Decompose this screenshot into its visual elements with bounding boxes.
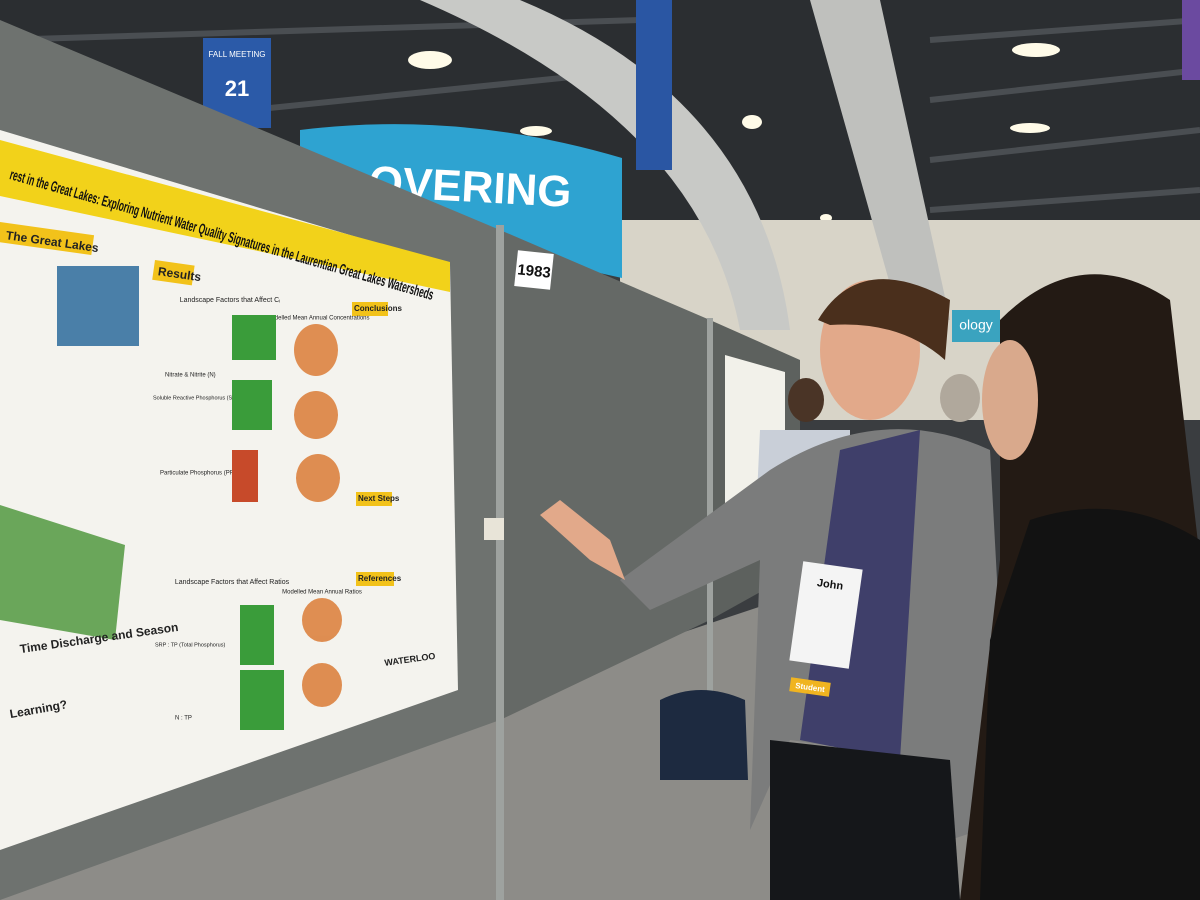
poster-label: Particulate Phosphorus (PP) (160, 471, 236, 477)
booth-tag (514, 250, 554, 290)
ceiling-lights-part (742, 115, 762, 129)
poster-bar-charts-part (240, 670, 284, 730)
man-hair (818, 279, 950, 360)
poster-maps-part (302, 663, 342, 707)
man-trousers (770, 740, 960, 900)
poster-label: Nitrate & Nitrite (N) (165, 373, 216, 379)
pillar (810, 0, 950, 320)
section-title: Next Steps (358, 494, 400, 503)
poster-bar-charts-part (232, 450, 258, 502)
poster-label: SRP : TP (Total Phosphorus) (155, 642, 225, 648)
sign-event: FALL MEETING (208, 50, 265, 59)
poster-label: Landscape Factors that Affect Ratios (175, 579, 290, 586)
ceiling-lights (408, 43, 1060, 222)
ceiling-beams-part (929, 17, 1200, 43)
poster-label: Modelled Mean Annual Ratios (282, 590, 362, 596)
side-sign (952, 310, 1000, 342)
vertical-banner (1182, 0, 1200, 80)
section-header (352, 302, 388, 316)
poster-label: N : TP (175, 716, 192, 722)
section-header (152, 259, 195, 286)
booth-number: 1983 (517, 261, 552, 281)
badge-name: John (816, 577, 844, 593)
section-header (0, 222, 95, 256)
vertical-banner (636, 0, 672, 170)
ceiling-beams-part (929, 187, 1200, 213)
watershed-map (0, 505, 125, 640)
ceiling-lights-part (520, 126, 552, 136)
man-shirt (800, 430, 920, 760)
poster-label: Landscape Factors that Affect Cᵢ (180, 297, 281, 304)
badge-role: Student (795, 681, 826, 694)
person-background (940, 374, 980, 422)
map-image (57, 266, 139, 346)
sign-number: 21 (225, 76, 249, 101)
poster-maps-part (294, 391, 338, 439)
section-title: References (358, 574, 402, 583)
poster-maps (294, 324, 342, 707)
woman-face (982, 340, 1038, 460)
poster-bar-charts-part (232, 380, 272, 430)
section-title: Conclusions (354, 304, 403, 313)
arch (420, 0, 790, 330)
side-sign-text: ology (959, 317, 992, 333)
name-badge (789, 561, 863, 669)
woman-jacket (980, 508, 1200, 900)
poster-bar-charts-part (240, 605, 274, 665)
section-header (356, 492, 392, 506)
person-background (788, 378, 824, 422)
poster-label: Modelled Mean Annual Concentrations (266, 316, 369, 322)
badge-ribbon (789, 677, 831, 697)
cup (484, 518, 504, 540)
poster-maps-part (294, 324, 338, 376)
ceiling-beams-part (929, 127, 1200, 163)
ceiling-lights-part (1010, 123, 1050, 133)
ceiling-lights-part (408, 51, 452, 69)
backpack (660, 690, 748, 780)
poster-maps-part (296, 454, 340, 502)
section-title: Results (157, 264, 202, 284)
man-hand (540, 500, 625, 580)
poster-title-bar (0, 140, 450, 292)
poster-maps-part (302, 598, 342, 642)
poster-bar-charts (232, 315, 284, 730)
ceiling-beams-part (929, 67, 1200, 103)
section-header (356, 572, 394, 586)
ceiling-lights-part (1012, 43, 1060, 57)
poster-bar-charts-part (232, 315, 276, 360)
poster-label: Soluble Reactive Phosphorus (SRP) (153, 395, 242, 401)
